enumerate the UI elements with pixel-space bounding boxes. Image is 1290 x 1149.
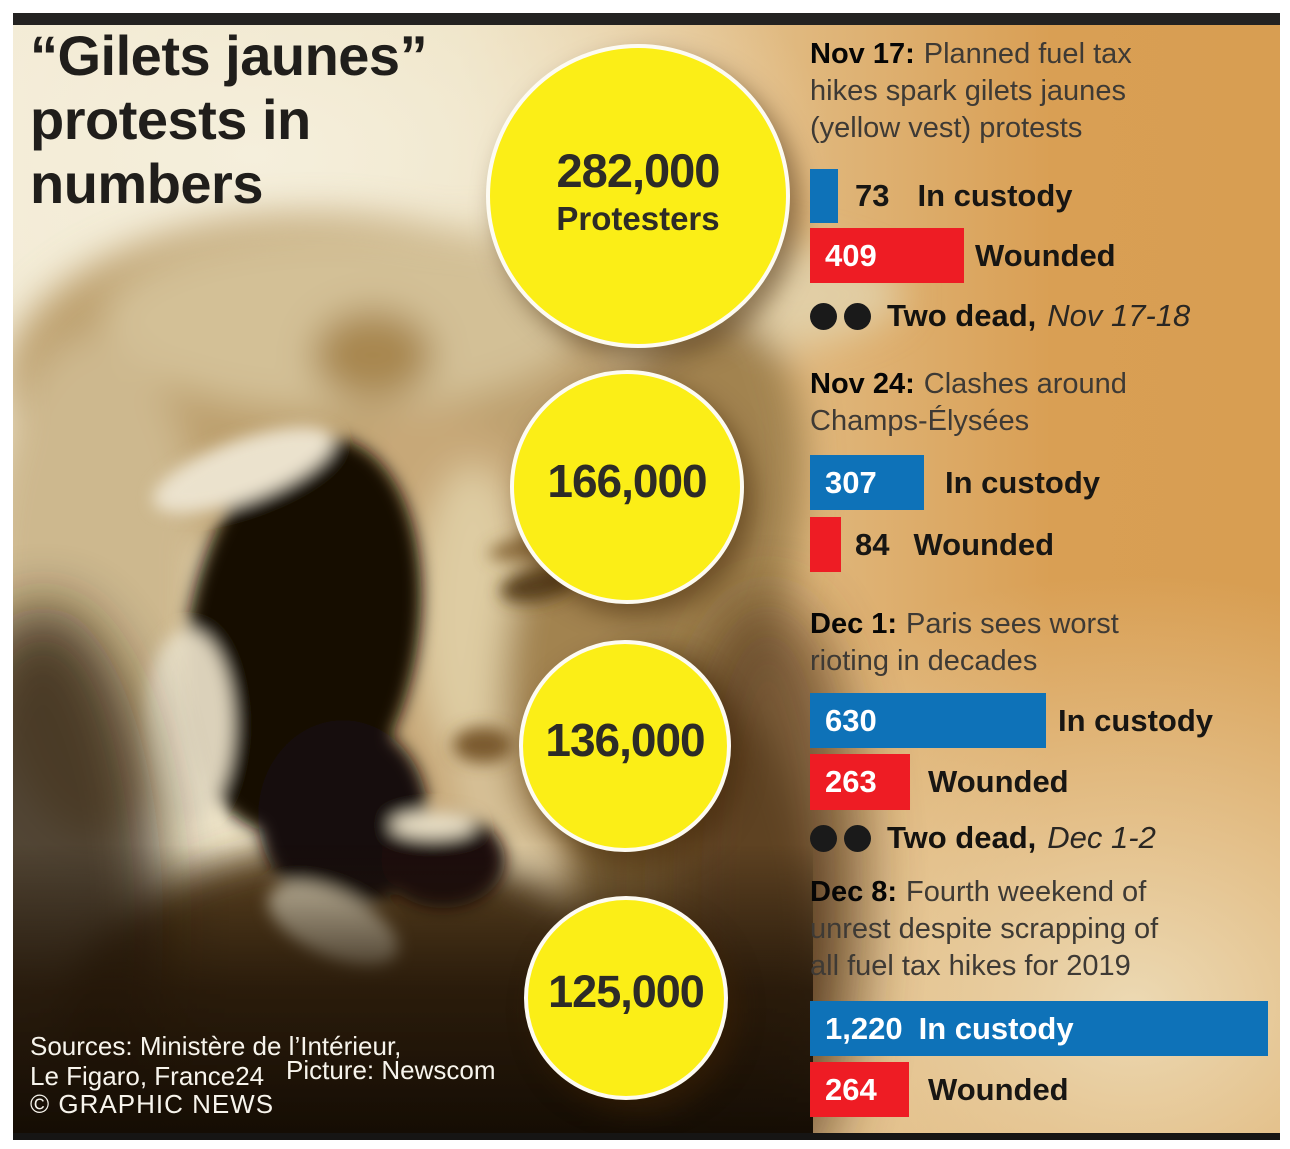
event-heading-nov17: Nov 17: Planned fuel tax hikes spark gile… <box>810 36 1280 147</box>
deaths-note-nov17: Two dead, Nov 17-18 <box>810 297 1190 335</box>
top-border <box>13 13 1280 25</box>
protesters-bubble-nov24: 166,000 <box>510 370 744 604</box>
copyright: © GRAPHIC NEWS <box>30 1089 275 1119</box>
deaths-text: Two dead, <box>887 298 1037 333</box>
in-custody-bar-row-dec1: 630 In custody <box>810 693 1213 748</box>
in-custody-label: In custody <box>1058 702 1214 738</box>
heading-line: Nov 17: Planned fuel tax <box>810 36 1280 73</box>
dead-dot-icon <box>810 302 837 330</box>
heading-line: Dec 8: Fourth weekend of <box>810 874 1280 911</box>
dead-dot-icon <box>844 302 871 330</box>
title-line: numbers <box>30 152 264 215</box>
protester-count: 125,000 <box>548 966 705 1017</box>
in-custody-bar <box>810 168 838 223</box>
sources-line-2: Le Figaro, France24 <box>30 1061 265 1091</box>
in-custody-bar: 630 <box>810 693 1046 748</box>
event-description: Fourth weekend of <box>906 876 1147 908</box>
event-description: Clashes around <box>923 368 1127 400</box>
in-custody-value: 73 <box>855 177 890 213</box>
protester-count-label: Protesters <box>556 199 720 237</box>
dead-dot-icon <box>844 824 871 852</box>
event-description: Planned fuel tax <box>923 38 1132 70</box>
deaths-dates: Dec 1-2 <box>1047 820 1156 855</box>
in-custody-bar-row-nov17: 73 In custody <box>810 168 1073 223</box>
protesters-bubble-dec1: 136,000 <box>519 640 731 852</box>
in-custody-label: In custody <box>917 177 1073 213</box>
protester-count: 282,000 <box>556 143 721 197</box>
wounded-value: 264 <box>825 1071 877 1107</box>
wounded-bar-row-nov24: 84 Wounded <box>810 517 1054 572</box>
event-date: Dec 8: <box>810 876 898 908</box>
in-custody-label: In custody <box>945 464 1101 500</box>
bubble-content: 166,000 <box>547 454 707 508</box>
heading-line: unrest despite scrapping of <box>810 913 1159 945</box>
protesters-bubble-dec8: 125,000 <box>524 896 728 1100</box>
in-custody-label: In custody <box>918 1010 1074 1046</box>
protesters-bubble-nov17: 282,000 Protesters <box>486 44 790 348</box>
deaths-note-dec1: Two dead, Dec 1-2 <box>810 819 1156 857</box>
wounded-bar: 264 <box>810 1062 909 1117</box>
event-date: Dec 1: <box>810 608 898 640</box>
title-line: “Gilets jaunes” <box>30 24 428 87</box>
event-date: Nov 17: <box>810 38 915 70</box>
wounded-bar-row-dec8: 264 Wounded <box>810 1062 1069 1117</box>
title-line: protests in <box>30 88 311 151</box>
wounded-bar-row-nov17: 409 Wounded <box>810 228 1116 283</box>
heading-line: Champs-Élysées <box>810 405 1030 437</box>
wounded-value: 84 <box>855 526 890 562</box>
wounded-label: Wounded <box>975 237 1116 273</box>
in-custody-bar-row-dec8: 1,220 In custody <box>810 1001 1268 1056</box>
heading-line: rioting in decades <box>810 645 1038 677</box>
heading-line: hikes spark gilets jaunes <box>810 75 1126 107</box>
heading-line: Nov 24: Clashes around <box>810 366 1280 403</box>
bubble-content: 136,000 <box>545 713 705 767</box>
bottom-border <box>13 1133 1280 1140</box>
event-date: Nov 24: <box>810 368 915 400</box>
heading-line: all fuel tax hikes for 2019 <box>810 950 1131 982</box>
wounded-value: 263 <box>825 764 877 799</box>
deaths-dates: Nov 17-18 <box>1047 298 1191 333</box>
wounded-bar-row-dec1: 263 Wounded <box>810 754 1069 810</box>
wounded-bar <box>810 517 841 572</box>
wounded-value: 409 <box>825 237 877 273</box>
event-heading-dec1: Dec 1: Paris sees worst rioting in decade… <box>810 606 1280 680</box>
event-description: Paris sees worst <box>906 608 1119 640</box>
in-custody-bar: 307 <box>810 455 924 510</box>
heading-line: (yellow vest) protests <box>810 112 1083 144</box>
infographic-title: “Gilets jaunes” protests in numbers <box>30 24 428 216</box>
protester-count: 166,000 <box>547 455 707 507</box>
picture-credit: Picture: Newscom <box>286 1055 496 1085</box>
in-custody-bar: 1,220 In custody <box>810 1001 1268 1056</box>
wounded-label: Wounded <box>913 526 1055 562</box>
heading-line: Dec 1: Paris sees worst <box>810 606 1280 643</box>
dead-dot-icon <box>810 824 837 852</box>
wounded-label: Wounded <box>928 764 1069 799</box>
sources-line-1: Sources: Ministère de l’Intérieur, <box>30 1031 402 1061</box>
protester-count: 136,000 <box>545 714 705 766</box>
in-custody-bar-row-nov24: 307 In custody <box>810 455 1100 510</box>
wounded-label: Wounded <box>928 1071 1069 1107</box>
bubble-content: 282,000 Protesters <box>556 143 721 238</box>
wounded-bar: 263 <box>810 754 910 810</box>
bubble-content: 125,000 <box>548 966 705 1018</box>
deaths-text: Two dead, <box>887 820 1037 855</box>
in-custody-value: 630 <box>825 702 877 738</box>
in-custody-value: 307 <box>825 464 877 500</box>
in-custody-value: 1,220 <box>825 1010 903 1046</box>
event-heading-dec8: Dec 8: Fourth weekend of unrest despite s… <box>810 874 1280 985</box>
wounded-bar: 409 <box>810 228 964 283</box>
event-heading-nov24: Nov 24: Clashes around Champs-Élysées <box>810 366 1280 440</box>
